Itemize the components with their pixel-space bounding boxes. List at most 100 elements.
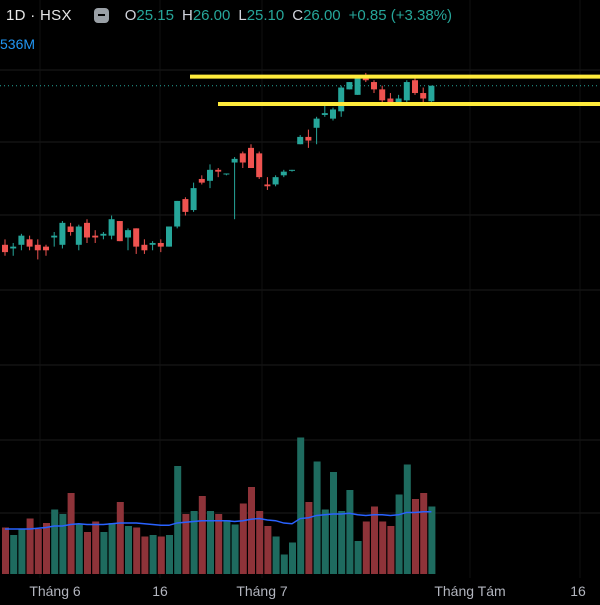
candle-body <box>84 222 90 238</box>
volume-bar <box>198 496 206 574</box>
volume-bar <box>51 509 59 574</box>
candle-body <box>182 199 189 212</box>
candle-body <box>305 136 312 141</box>
candle-body <box>272 177 279 185</box>
candle-body <box>379 89 386 101</box>
volume-bar <box>43 523 50 574</box>
candle-body <box>362 78 369 81</box>
volume-bar <box>149 535 157 574</box>
candle-body <box>190 188 197 211</box>
candle-body <box>231 158 238 163</box>
volume-bar <box>346 490 354 574</box>
candle-body <box>297 136 304 145</box>
volume-bar <box>190 511 198 574</box>
chart-legend-header: 1D · HSX O 25.15 H 26.00 L 25.10 C 26.00 +0.… <box>0 0 600 30</box>
candle-body <box>207 169 213 181</box>
volume-bar <box>174 466 182 574</box>
candle-body <box>149 242 156 245</box>
candle-body <box>403 82 410 101</box>
candle-body <box>280 171 287 176</box>
volume-bar <box>338 511 346 574</box>
candle-body <box>215 169 222 172</box>
volume-bar <box>313 461 321 574</box>
volume-bar <box>133 527 141 574</box>
candle-body <box>239 153 246 163</box>
volume-bar <box>215 514 223 574</box>
candle-body <box>2 244 8 253</box>
volume-bar <box>59 514 67 574</box>
volume-value-label: 536M <box>0 36 36 52</box>
x-axis-label: 16 <box>152 583 168 599</box>
volume-bar <box>166 535 173 574</box>
candle-body <box>67 226 74 232</box>
volume-bar <box>428 506 436 574</box>
volume-ma-line <box>5 511 432 530</box>
candle-body <box>174 200 181 227</box>
volume-bar <box>387 526 395 574</box>
candle-body <box>264 184 271 187</box>
candle-body <box>412 80 418 94</box>
symbol-interval-label[interactable]: 1D · HSX <box>6 6 72 24</box>
volume-bar <box>157 536 165 574</box>
collapse-legend-button[interactable] <box>93 7 109 23</box>
candle-body <box>313 118 320 128</box>
candle-body <box>420 93 427 99</box>
volume-bar <box>305 502 313 574</box>
candle-body <box>166 226 172 247</box>
minus-icon <box>97 14 105 16</box>
close-value: 26.00 <box>303 6 341 24</box>
x-axis-label: Tháng 6 <box>29 583 81 599</box>
volume-bar <box>2 527 9 574</box>
candle-body <box>125 230 131 238</box>
volume-bar <box>371 506 378 574</box>
high-value: 26.00 <box>192 6 231 24</box>
high-label: H <box>181 6 193 24</box>
ohlc-values: O 25.15 H 26.00 L 25.10 C 26.00 +0.85 (+3.38… <box>125 7 460 24</box>
candle-body <box>223 173 230 175</box>
volume-bar <box>280 554 288 574</box>
candle-body <box>18 235 25 245</box>
candle-body <box>34 244 41 251</box>
volume-bar <box>330 472 337 574</box>
candle-body <box>428 85 435 102</box>
volume-bar <box>182 514 190 574</box>
open-label: O <box>124 6 137 24</box>
volume-bar <box>67 493 75 574</box>
close-label: C <box>292 6 304 24</box>
volume-bar <box>223 520 231 574</box>
volume-bar <box>248 487 255 574</box>
x-axis-label: Tháng Tám <box>434 583 505 599</box>
candle-body <box>43 246 49 251</box>
volume-bar <box>362 521 370 574</box>
volume-bar <box>412 499 419 574</box>
candle-body <box>371 82 377 90</box>
volume-bar <box>297 437 305 574</box>
change-value: +0.85 (+3.38%) <box>348 6 453 24</box>
candle-body <box>346 82 353 90</box>
volume-bar <box>264 526 272 574</box>
candle-body <box>330 109 336 119</box>
candle-body <box>321 113 328 115</box>
volume-bar <box>108 523 116 574</box>
volume-bar <box>34 529 42 574</box>
volume-bar <box>92 521 100 574</box>
low-label: L <box>238 6 247 24</box>
volume-bar <box>18 529 26 574</box>
candle-body <box>256 153 263 178</box>
volume-bar <box>354 541 362 574</box>
x-axis-label: 16 <box>570 583 586 599</box>
volume-bar <box>75 524 83 574</box>
candle-body <box>100 233 107 236</box>
candle-body <box>141 244 148 251</box>
volume-bar <box>272 536 280 574</box>
candle-body <box>108 219 115 236</box>
candle-body <box>198 178 205 183</box>
volume-bar <box>321 509 329 574</box>
volume-bar <box>100 532 108 574</box>
volume-bar <box>256 511 264 574</box>
volume-bar <box>26 518 34 574</box>
volume-bar <box>403 464 411 574</box>
candle-body <box>338 87 345 112</box>
